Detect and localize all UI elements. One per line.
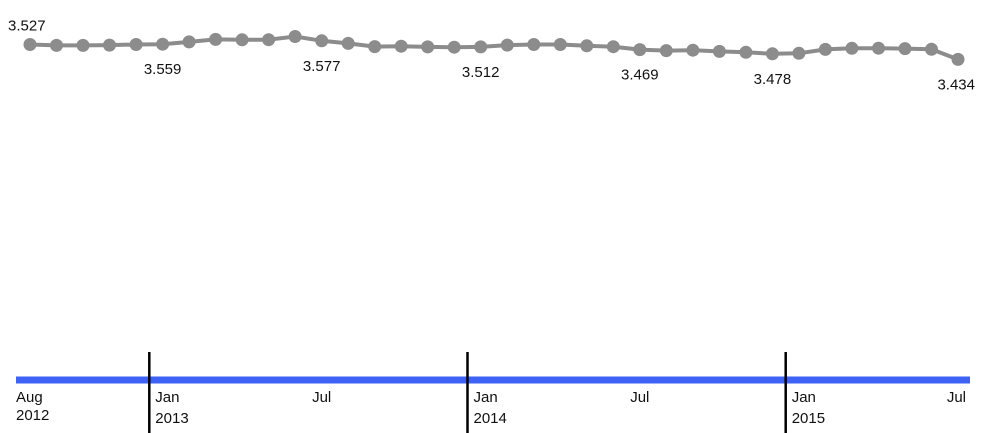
data-point [872, 41, 885, 55]
x-tick-label: Jan [155, 389, 179, 406]
data-label: 3.512 [462, 64, 500, 81]
data-point [156, 37, 170, 51]
data-point [421, 40, 435, 54]
x-tick-label: Aug [16, 389, 43, 406]
data-point [712, 44, 726, 58]
data-point [474, 40, 488, 54]
data-point [527, 38, 541, 51]
x-tick-label: Jul [312, 389, 331, 406]
data-point [818, 42, 832, 56]
data-point [606, 40, 620, 54]
series-line [28, 34, 960, 62]
series-layer [23, 30, 965, 66]
data-point [845, 41, 859, 55]
x-tick-year-label: 2013 [155, 410, 188, 427]
data-point [315, 34, 329, 48]
data-label: 3.478 [754, 71, 792, 88]
data-labels-layer: 3.527 3.559 3.577 3.512 3.469 3.478 3.434 [8, 18, 975, 94]
data-point [686, 43, 700, 57]
data-point [765, 47, 779, 61]
data-point [209, 32, 223, 46]
data-point [129, 38, 143, 51]
data-point [792, 46, 806, 60]
data-point [659, 44, 673, 58]
data-point [341, 36, 355, 50]
data-label: 3.434 [937, 76, 975, 93]
data-point [368, 40, 382, 54]
data-point [500, 38, 514, 52]
data-point [925, 42, 938, 56]
data-point [951, 52, 965, 66]
x-tick-label: Jan [792, 389, 816, 406]
x-tick-label: Jul [630, 389, 649, 406]
data-point [23, 38, 37, 51]
data-point [394, 39, 408, 53]
x-tick-year-label: 2012 [16, 407, 49, 424]
x-tick-year-label: 2015 [792, 410, 825, 427]
data-point [182, 35, 196, 49]
data-point [898, 42, 912, 56]
x-tick-year-label: 2014 [474, 410, 507, 427]
data-label: 3.527 [8, 18, 46, 35]
data-point [447, 40, 461, 54]
data-point [103, 38, 116, 52]
data-point [288, 30, 302, 43]
data-point [580, 39, 594, 53]
x-tick-label: Jan [474, 389, 498, 406]
data-point [553, 38, 567, 51]
data-point [739, 45, 753, 59]
x-tick-label: Jul [947, 389, 966, 406]
data-label: 3.559 [144, 61, 182, 78]
data-point [50, 38, 63, 52]
data-point [76, 38, 90, 52]
data-point [262, 33, 276, 47]
data-label: 3.577 [303, 58, 341, 75]
data-label: 3.469 [621, 67, 659, 84]
data-point [235, 33, 249, 47]
data-point [633, 43, 647, 57]
